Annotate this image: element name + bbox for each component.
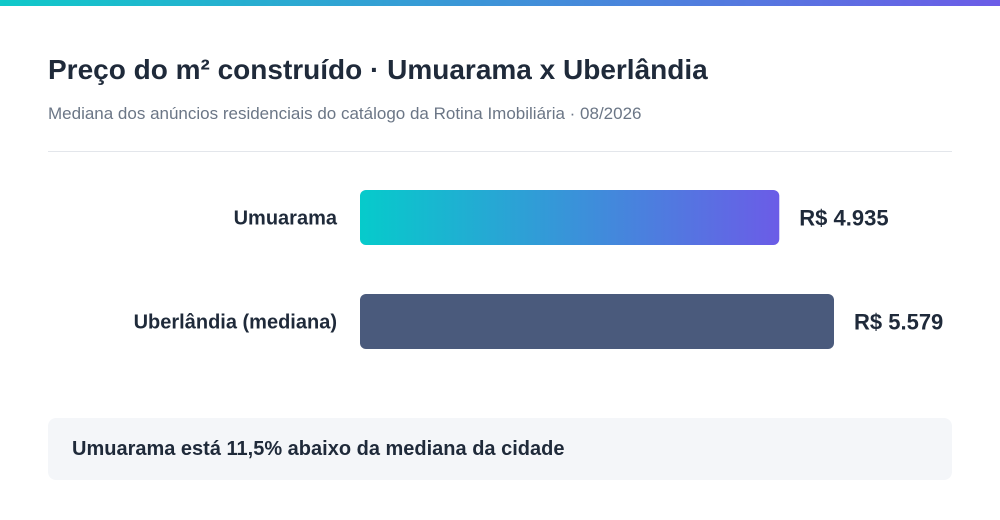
category-label-umuarama: Umuarama bbox=[234, 208, 338, 230]
bar-uberlandia-mediana bbox=[360, 294, 834, 349]
top-accent-stripe bbox=[0, 0, 1000, 6]
comparison-note: Umuarama está 11,5% abaixo da mediana da… bbox=[48, 418, 952, 480]
bar-umuarama bbox=[360, 190, 780, 245]
chart-title: Preço do m² construído · Umuarama x Uber… bbox=[48, 54, 708, 85]
value-label-umuarama: R$ 4.935 bbox=[799, 206, 888, 231]
category-label-uberlandia-mediana: Uberlândia (mediana) bbox=[134, 312, 337, 334]
header-divider bbox=[48, 151, 952, 152]
value-label-uberlandia-mediana: R$ 5.579 bbox=[854, 310, 943, 335]
chart-subtitle: Mediana dos anúncios residenciais do cat… bbox=[48, 104, 642, 123]
comparison-note-text: Umuarama está 11,5% abaixo da mediana da… bbox=[72, 437, 565, 460]
bar-chart: Umuarama R$ 4.935 Uberlândia (mediana) R$ 5… bbox=[134, 190, 943, 349]
